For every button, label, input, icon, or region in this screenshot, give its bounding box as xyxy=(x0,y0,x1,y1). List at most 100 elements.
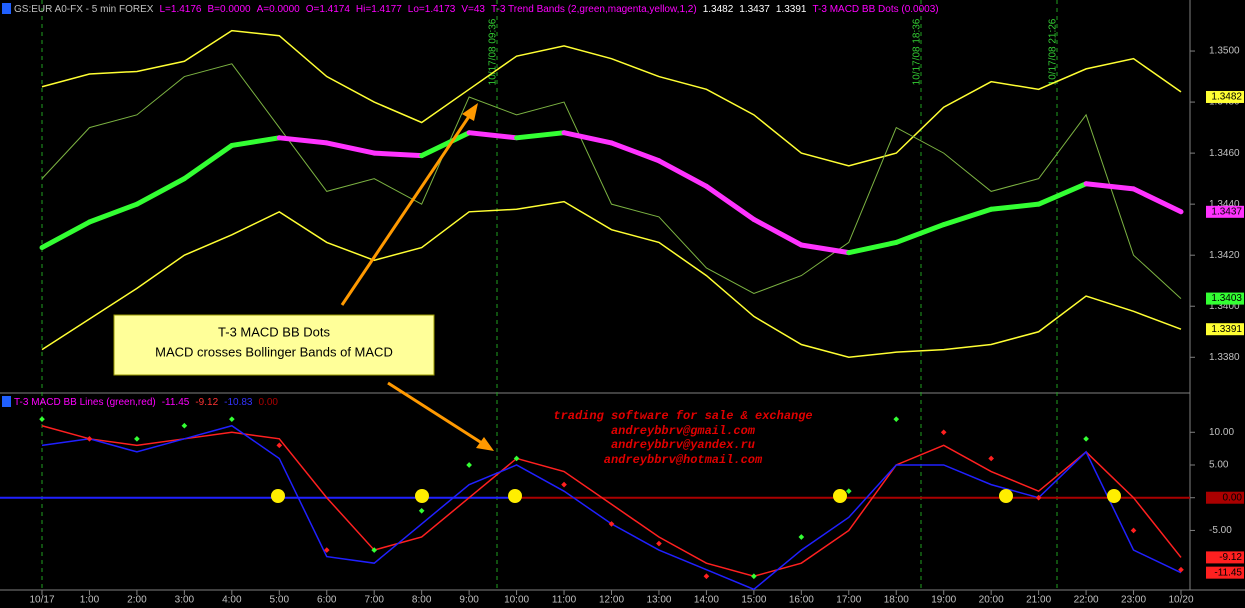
arrow-head xyxy=(462,103,478,121)
dot xyxy=(134,435,140,442)
x-tick-label: 1:00 xyxy=(80,595,100,606)
x-tick-label: 22:00 xyxy=(1074,595,1099,606)
legend-item: 1.3482 xyxy=(703,4,734,15)
dot xyxy=(513,455,520,462)
y-tick-label: 1.3420 xyxy=(1209,250,1240,261)
dot xyxy=(608,521,615,527)
x-tick-label: 18:00 xyxy=(884,595,909,606)
legend-item: V=43 xyxy=(461,4,485,15)
dot xyxy=(1035,494,1042,501)
series-line xyxy=(41,29,1182,167)
arrow xyxy=(387,381,486,447)
dot xyxy=(418,507,425,514)
dot xyxy=(229,416,235,423)
dot xyxy=(323,547,330,553)
price-label: 1.3437 xyxy=(1211,206,1242,217)
trend-segment xyxy=(609,140,662,164)
arrow-head xyxy=(476,437,494,451)
trend-segment xyxy=(466,130,520,141)
arrow xyxy=(340,111,474,306)
x-tick-label: 12:00 xyxy=(599,595,624,606)
y-tick-label: 5.00 xyxy=(1209,460,1229,471)
dot xyxy=(86,435,93,442)
legend: GS:EUR A0-FX - 5 min FOREX L=1.4176 B=0.00… xyxy=(14,4,939,15)
series-line xyxy=(41,63,1182,299)
dot xyxy=(1083,435,1089,442)
x-tick-label: 5:00 xyxy=(270,595,290,606)
dot xyxy=(1178,566,1184,573)
x-tick-label: 2:00 xyxy=(127,595,147,606)
y-tick-label: 1.3500 xyxy=(1209,46,1240,57)
legend-item: T-3 Trend Bands (2,green,magenta,yellow,… xyxy=(491,4,697,15)
trend-segment xyxy=(229,135,282,148)
x-tick-label: 16:00 xyxy=(789,595,814,606)
legend-item: 1.3391 xyxy=(776,4,807,15)
cross-marker xyxy=(1107,489,1121,503)
legend-item: -9.12 xyxy=(195,397,218,408)
y-tick-label: 1.3400 xyxy=(1209,301,1240,312)
x-tick-label: 7:00 xyxy=(364,595,384,606)
trend-segment xyxy=(86,201,140,225)
legend: T-3 MACD BB Lines (green,red) -11.45 -9.12… xyxy=(14,397,278,408)
cross-marker xyxy=(415,489,429,503)
x-tick-label: 9:00 xyxy=(459,595,479,606)
trend-segment xyxy=(514,130,567,141)
legend-item: O=1.4174 xyxy=(306,4,351,15)
x-tick-label: 19:00 xyxy=(931,595,956,606)
price-label-box xyxy=(1206,491,1244,504)
cross-marker xyxy=(508,489,522,503)
legend-item: L=1.4176 xyxy=(159,4,201,15)
trend-segment xyxy=(893,222,947,245)
legend-item: B=0.0000 xyxy=(207,4,251,15)
callout-box xyxy=(113,314,435,376)
trend-segment xyxy=(324,140,377,156)
annotation: 10/17/08 18:36 xyxy=(912,18,923,85)
price-label-box xyxy=(1206,551,1244,564)
annotation: 10/17/08 21:26 xyxy=(1048,18,1059,85)
x-tick-label: 21:00 xyxy=(1026,595,1051,606)
price-label: 1.3391 xyxy=(1211,324,1242,335)
price-label: 1.3403 xyxy=(1211,293,1242,304)
watermark: andreybbrv@yandex.ru xyxy=(611,438,755,452)
legend-item: GS:EUR A0-FX - 5 min FOREX xyxy=(14,4,154,15)
dot xyxy=(466,462,472,468)
series-line xyxy=(41,425,1182,578)
legend-item: T-3 MACD BB Dots (0.0003) xyxy=(812,4,938,15)
x-tick-label: 20:00 xyxy=(979,595,1004,606)
legend-item: 0.00 xyxy=(259,397,279,408)
dot xyxy=(893,416,900,423)
legend-item: 1.3437 xyxy=(739,4,770,15)
trend-segment xyxy=(988,201,1042,212)
cross-marker xyxy=(271,489,285,503)
legend-item: Hi=1.4177 xyxy=(356,4,402,15)
dot xyxy=(276,442,283,449)
x-tick-label: 15:00 xyxy=(741,595,766,606)
x-tick-label: 13:00 xyxy=(646,595,671,606)
y-tick-label: 1.3440 xyxy=(1209,199,1240,210)
x-tick-label: 10/20 xyxy=(1168,595,1193,606)
legend-item: -11.45 xyxy=(162,397,190,408)
x-tick-label: 10:00 xyxy=(504,595,529,606)
watermark: trading software for sale & exchange xyxy=(553,409,812,423)
trend-segment xyxy=(751,216,804,248)
y-tick-label: 10.00 xyxy=(1209,427,1234,438)
trend-segment xyxy=(134,176,187,207)
trend-segment xyxy=(39,219,92,251)
dot xyxy=(181,422,188,429)
trend-segment xyxy=(371,150,425,159)
dot xyxy=(798,534,805,540)
trend-segment xyxy=(276,135,330,146)
price-label: 1.3482 xyxy=(1211,92,1242,103)
y-tick-label: -5.00 xyxy=(1209,525,1232,536)
price-label-box xyxy=(1206,292,1244,305)
x-tick-label: 6:00 xyxy=(317,595,337,606)
trend-segment xyxy=(181,142,235,182)
dot xyxy=(656,540,662,547)
watermark: andreybbrv@hotmail.com xyxy=(604,453,763,467)
x-tick-label: 11:00 xyxy=(552,595,577,606)
x-tick-label: 14:00 xyxy=(694,595,719,606)
cross-marker xyxy=(999,489,1013,503)
legend-item: T-3 MACD BB Lines (green,red) xyxy=(14,397,156,408)
